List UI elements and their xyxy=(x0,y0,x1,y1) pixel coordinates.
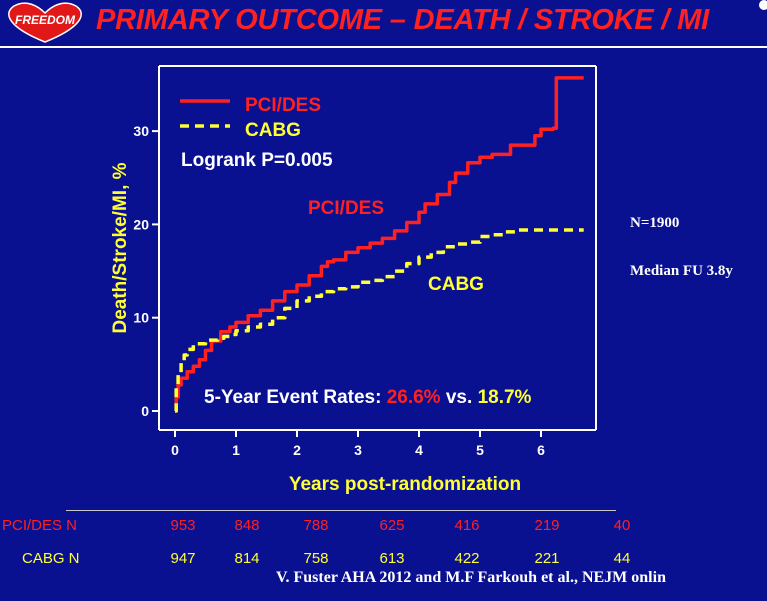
risk-table-cell: 758 xyxy=(303,550,329,567)
y-tick-label: 20 xyxy=(133,216,149,232)
plot-frame xyxy=(158,65,597,431)
event-rates-vs: vs. xyxy=(441,387,478,408)
x-ticks: 0 1 2 3 4 5 6 xyxy=(171,430,545,458)
event-rates-annotation: 5-Year Event Rates: 26.6% vs. 18.7% xyxy=(204,387,532,408)
risk-table-cell: 788 xyxy=(303,517,329,534)
risk-table-cell: 221 xyxy=(534,550,560,567)
risk-table-cell: 422 xyxy=(454,550,480,567)
cabg-event-rate: 18.7% xyxy=(478,387,532,408)
x-tick-label: 0 xyxy=(171,442,179,458)
risk-table-cell: 44 xyxy=(613,550,631,567)
legend: PCI/DES CABG xyxy=(180,95,321,141)
risk-table-cell: 953 xyxy=(170,517,196,534)
legend-pci-label: PCI/DES xyxy=(245,95,321,116)
y-tick-label: 30 xyxy=(133,123,149,139)
risk-table-cell: 416 xyxy=(454,517,480,534)
x-axis-label: Years post-randomization xyxy=(289,474,521,495)
risk-table-cell: 40 xyxy=(613,517,631,534)
logo-text: FREEDOM xyxy=(15,13,76,27)
risk-table-cell: 625 xyxy=(379,517,405,534)
y-ticks: 0 10 20 30 xyxy=(133,123,159,419)
pci-event-rate: 26.6% xyxy=(387,387,441,408)
y-axis-label: Death/Stroke/MI, % xyxy=(110,162,131,333)
heart-icon xyxy=(8,2,82,43)
x-tick-label: 1 xyxy=(232,442,240,458)
x-tick-label: 4 xyxy=(415,442,423,458)
risk-table-cell: 613 xyxy=(379,550,405,567)
cabg-curve xyxy=(174,228,584,413)
pci-curve-label: PCI/DES xyxy=(308,198,384,219)
citation: V. Fuster AHA 2012 and M.F Farkouh et al… xyxy=(276,569,666,586)
followup-note: Median FU 3.8y xyxy=(630,263,733,279)
x-tick-label: 2 xyxy=(293,442,301,458)
pci-des-curve xyxy=(174,76,584,413)
logrank-annotation: Logrank P=0.005 xyxy=(181,150,333,171)
title-divider xyxy=(0,46,767,48)
risk-table-cell: 947 xyxy=(170,550,196,567)
y-tick-label: 10 xyxy=(133,310,149,326)
slide-title: PRIMARY OUTCOME – DEATH / STROKE / MI xyxy=(96,4,709,36)
sample-size-note: N=1900 xyxy=(630,215,680,231)
x-tick-label: 5 xyxy=(476,442,484,458)
risk-table-cell: 848 xyxy=(234,517,260,534)
y-tick-label: 0 xyxy=(141,403,149,419)
risk-table-pci-label: PCI/DES N xyxy=(2,517,78,534)
risk-table-divider xyxy=(66,510,616,511)
risk-table-cell: 219 xyxy=(534,517,560,534)
curves xyxy=(174,76,584,413)
risk-table-cell: 814 xyxy=(234,550,260,567)
freedom-logo: FREEDOM xyxy=(8,2,82,43)
x-tick-label: 6 xyxy=(537,442,545,458)
corner-mark xyxy=(759,0,767,10)
risk-table-cabg-label: CABG N xyxy=(22,550,80,567)
x-tick-label: 3 xyxy=(354,442,362,458)
cabg-curve-label: CABG xyxy=(428,274,484,295)
event-rates-prefix: 5-Year Event Rates: xyxy=(204,387,387,408)
legend-cabg-label: CABG xyxy=(245,120,301,141)
